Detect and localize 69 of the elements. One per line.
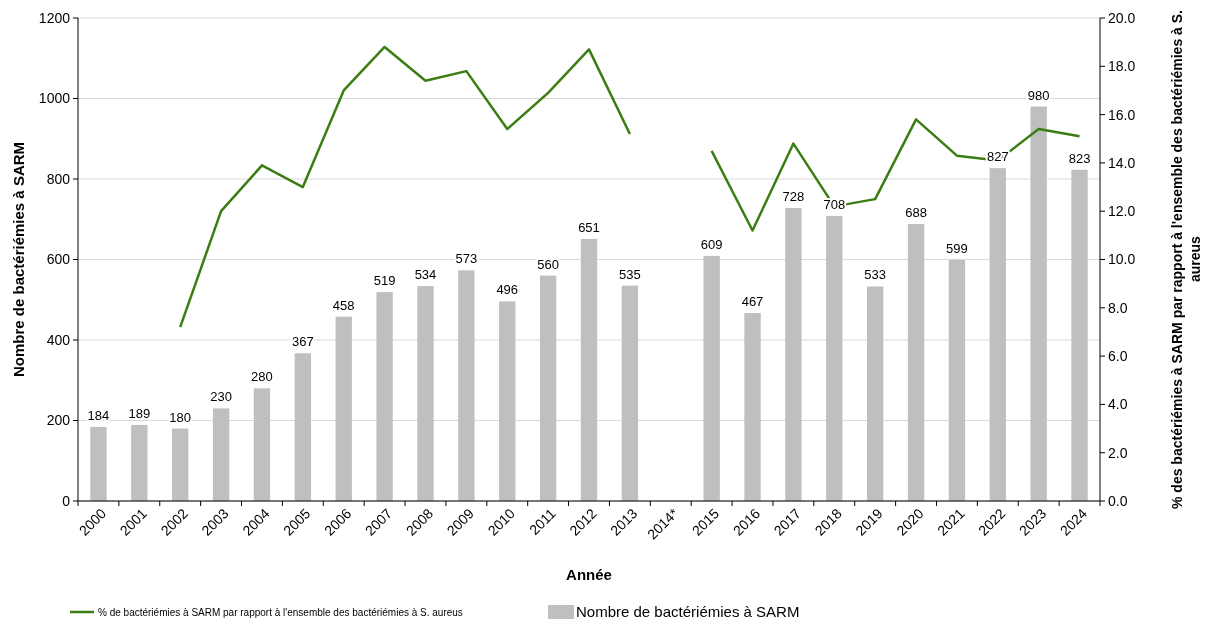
data-label: 280 (251, 369, 273, 385)
bar (499, 301, 516, 501)
bar (907, 224, 925, 501)
data-label: 533 (864, 267, 887, 283)
legend-label: Nombre de bactériémies à SARM (576, 603, 800, 621)
y-tick-label: 600 (46, 251, 71, 268)
bar (212, 408, 230, 501)
y2-tick-label: 16.0 (1108, 106, 1136, 123)
data-label: 980 (1027, 87, 1050, 103)
bar (621, 285, 639, 501)
y2-tick-label: 12.0 (1108, 203, 1136, 220)
bar (253, 388, 271, 501)
data-label: 230 (210, 389, 232, 405)
data-label: 728 (782, 188, 805, 204)
data-label: 458 (332, 297, 355, 313)
bar (172, 428, 189, 501)
bar (1071, 169, 1088, 501)
bar (703, 255, 720, 501)
y-tick-label: 0 (62, 492, 71, 509)
y2-tick-label: 8.0 (1108, 299, 1128, 316)
y2-tick-label: 4.0 (1108, 396, 1128, 413)
y2-tick-label: 14.0 (1108, 154, 1136, 171)
y2-tick-label: 6.0 (1108, 348, 1128, 364)
data-label: 180 (169, 409, 192, 425)
data-label: 467 (741, 294, 764, 310)
bar (1030, 106, 1047, 501)
data-label: 651 (578, 219, 600, 235)
x-axis-title: Année (566, 566, 612, 583)
data-label: 496 (496, 282, 519, 298)
bar (539, 275, 557, 501)
data-label: 189 (128, 405, 151, 421)
y2-tick-label: 20.0 (1108, 9, 1136, 26)
y2-axis-title: % des bactériémies à SARM par rapport à l'ensemble des bactériémies à S. aureus (1168, 9, 1204, 511)
y-tick-label: 1200 (38, 9, 71, 26)
y-axis-title: Nombre de bactériémies à SARM (10, 141, 27, 378)
bar (90, 426, 107, 501)
y2-tick-label: 2.0 (1108, 444, 1128, 461)
bar (294, 353, 312, 501)
y-tick-label: 1000 (38, 90, 71, 107)
data-label: 823 (1068, 150, 1091, 166)
y2-tick-label: 10.0 (1108, 251, 1136, 268)
y2-tick-label: 0.0 (1108, 492, 1128, 509)
y2-tick-label: 18.0 (1108, 58, 1136, 75)
bar (335, 316, 352, 501)
bar (866, 286, 884, 501)
y-tick-label: 800 (46, 170, 71, 187)
bar (580, 238, 598, 501)
bar (785, 207, 802, 501)
bar (131, 424, 148, 501)
data-label: 534 (414, 267, 437, 283)
data-label: 560 (537, 256, 559, 272)
bar (376, 292, 393, 501)
y-tick-label: 200 (46, 412, 71, 429)
bar (826, 216, 843, 501)
bar (417, 286, 434, 501)
data-label: 573 (455, 251, 478, 267)
data-label: 535 (619, 266, 641, 282)
bar (948, 259, 966, 501)
bar (744, 313, 761, 501)
y-tick-label: 400 (46, 331, 71, 348)
bar (989, 168, 1006, 501)
data-label: 609 (700, 236, 723, 252)
data-label: 599 (946, 240, 968, 256)
data-label: 688 (905, 205, 927, 221)
data-label: 184 (87, 407, 110, 423)
data-label: 519 (373, 273, 396, 289)
data-label: 367 (291, 334, 314, 350)
bar (458, 270, 475, 501)
legend-label: % de bactériémies à SARM par rapport à l'ensemble des bactériémies à S. aureus (98, 606, 463, 618)
